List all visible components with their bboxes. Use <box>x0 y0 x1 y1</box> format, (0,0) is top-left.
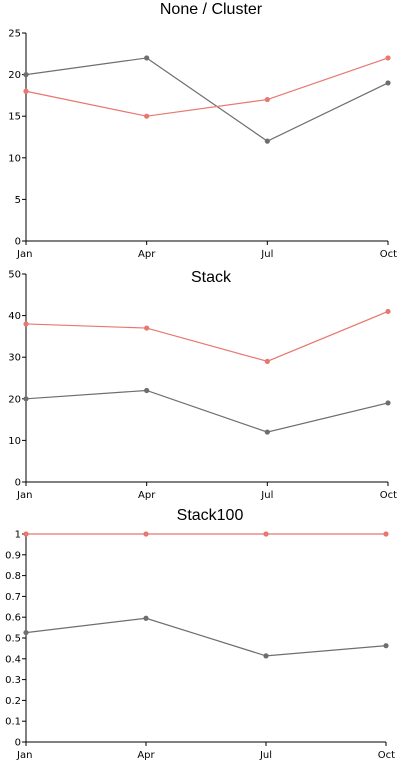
data-point <box>23 321 29 327</box>
x-tick-label: Oct <box>380 490 397 501</box>
y-tick-label: 0.4 <box>5 654 21 665</box>
series-line-2 <box>25 57 389 117</box>
x-tick-label: Oct <box>380 249 397 260</box>
data-point <box>383 643 389 649</box>
x-tick-label: Jul <box>260 490 273 501</box>
series-line-1 <box>25 389 389 433</box>
y-tick-label: 0.8 <box>5 571 21 582</box>
y-tick-label: 0.5 <box>5 634 21 645</box>
data-point <box>263 653 269 659</box>
chart-1: None / Cluster 0 5 10 15 20 25 Jan Apr Jul Oct <box>8 1 397 260</box>
x-tick-label: Jan <box>16 750 32 761</box>
y-tick-label: 10 <box>8 153 21 164</box>
y-tick-label: 10 <box>8 436 21 447</box>
data-point <box>144 55 150 61</box>
y-tick-label: 30 <box>8 353 21 364</box>
y-tick-label: 20 <box>8 70 21 81</box>
data-point <box>23 72 29 78</box>
data-point <box>385 55 391 61</box>
x-tick-label: Jul <box>259 750 272 761</box>
chart-2: Stack 0 10 20 30 40 50 Jan Apr Jul Oct <box>8 269 397 501</box>
x-tick-label: Apr <box>137 750 155 761</box>
x-tick-label: Jul <box>260 249 273 260</box>
data-point <box>264 138 270 144</box>
y-tick-label: 0 <box>15 478 21 489</box>
y-tick-label: 25 <box>8 29 21 40</box>
y-tick-label: 5 <box>15 195 21 206</box>
data-point <box>143 615 149 621</box>
y-tick-label: 50 <box>8 270 21 281</box>
y-tick-label: 40 <box>8 311 21 322</box>
chart-title: Stack100 <box>177 507 244 524</box>
y-tick-label: 0.3 <box>5 675 21 686</box>
data-point <box>264 96 270 103</box>
data-point <box>385 80 391 86</box>
y-tick-label: 0.6 <box>5 613 21 624</box>
x-tick-label: Jan <box>16 249 32 260</box>
chart-3: Stack100 0 0.1 0.2 0.3 0.4 0.5 0.6 0.7 0.8 0.9 1 Jan… <box>5 507 395 761</box>
series-line-2 <box>25 310 389 362</box>
data-point <box>23 629 29 636</box>
data-point <box>144 113 150 119</box>
y-tick-label: 15 <box>8 112 21 123</box>
data-point <box>23 88 29 94</box>
y-tick-label: 0.1 <box>5 717 21 728</box>
y-tick-label: 0.9 <box>5 550 21 561</box>
y-tick-label: 0 <box>15 237 21 248</box>
data-point <box>264 358 270 364</box>
x-tick-label: Apr <box>138 249 156 260</box>
chart-title: Stack <box>191 269 232 286</box>
data-point <box>23 531 29 537</box>
data-point <box>385 400 391 406</box>
data-point <box>144 387 150 394</box>
chart-title: None / Cluster <box>160 1 263 18</box>
data-point <box>143 531 149 537</box>
x-tick-label: Apr <box>138 490 156 501</box>
series-line-1 <box>25 57 389 142</box>
x-tick-label: Jan <box>16 490 32 501</box>
data-point <box>23 396 29 402</box>
y-tick-label: 1 <box>15 530 21 541</box>
data-point <box>263 531 269 537</box>
y-tick-label: 0 <box>15 738 21 749</box>
data-point <box>144 325 150 331</box>
data-point <box>383 531 389 537</box>
data-point <box>264 429 270 435</box>
y-tick-label: 20 <box>8 394 21 405</box>
x-tick-label: Oct <box>378 750 395 761</box>
y-tick-label: 0.2 <box>5 696 21 707</box>
series-line-1 <box>25 617 387 657</box>
data-point <box>385 308 391 315</box>
y-tick-label: 0.7 <box>5 592 21 603</box>
